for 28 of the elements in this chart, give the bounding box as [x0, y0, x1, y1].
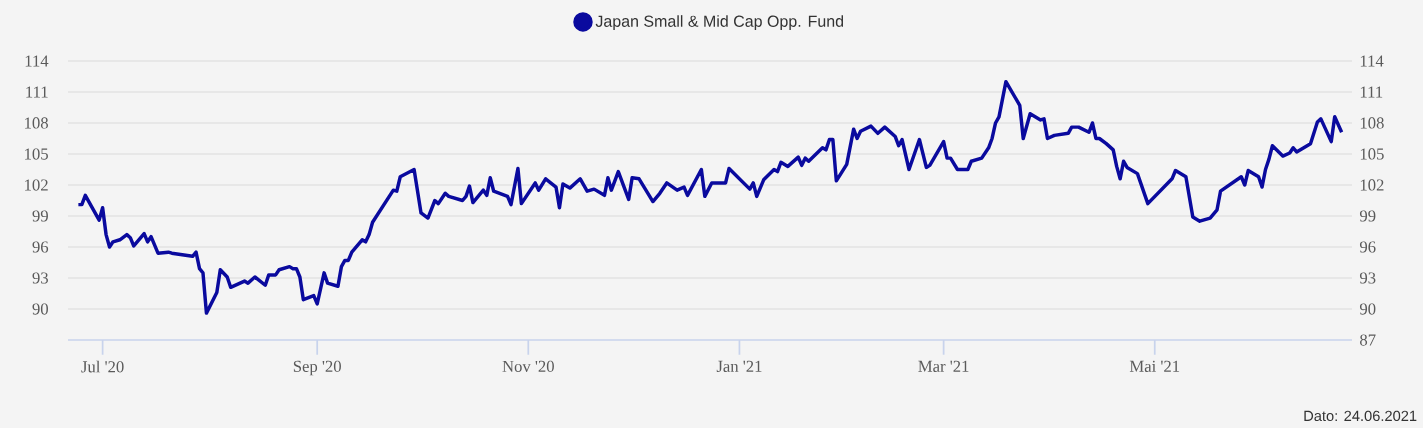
x-tick-label: Mar '21 — [918, 360, 969, 372]
x-tick-label: Mai '21 — [1129, 360, 1180, 372]
y2-tick-label: 108 — [1360, 117, 1384, 129]
line-series — [76, 79, 1344, 315]
y-tick-label: 114 — [25, 55, 49, 67]
y-tick-label: 111 — [26, 86, 48, 98]
y2-tick-label: 93 — [1359, 272, 1376, 284]
x-tick-label: Nov '20 — [502, 360, 554, 372]
y-tick-label: 108 — [25, 117, 48, 129]
y2-tick-label: 90 — [1359, 303, 1376, 315]
y2-tick-label: 87 — [1360, 334, 1376, 346]
y-tick-label: 90 — [32, 303, 48, 315]
y2-tick-label: 99 — [1359, 210, 1376, 222]
y2-tick-label: 111 — [1360, 86, 1383, 98]
legend-label: Japan Small & Mid Cap Opp. Fund — [595, 15, 844, 31]
x-tick-label: Sep '20 — [293, 360, 341, 376]
y2-tick-label: 105 — [1360, 148, 1384, 160]
y-tick-label: 102 — [25, 179, 48, 191]
y-tick-label: 96 — [32, 241, 49, 253]
y2-tick-label: 96 — [1359, 241, 1376, 253]
y2-tick-label: 102 — [1360, 179, 1384, 191]
y-tick-label: 99 — [32, 210, 48, 222]
y-tick-label: 105 — [25, 148, 48, 160]
y2-tick-label: 114 — [1360, 55, 1384, 67]
x-tick-label: Jan '21 — [716, 360, 762, 372]
text: Dato: 24.06.2021 — [1304, 410, 1417, 422]
x-tick-label: Jul '20 — [81, 360, 124, 373]
y-tick-label: 93 — [32, 272, 48, 284]
